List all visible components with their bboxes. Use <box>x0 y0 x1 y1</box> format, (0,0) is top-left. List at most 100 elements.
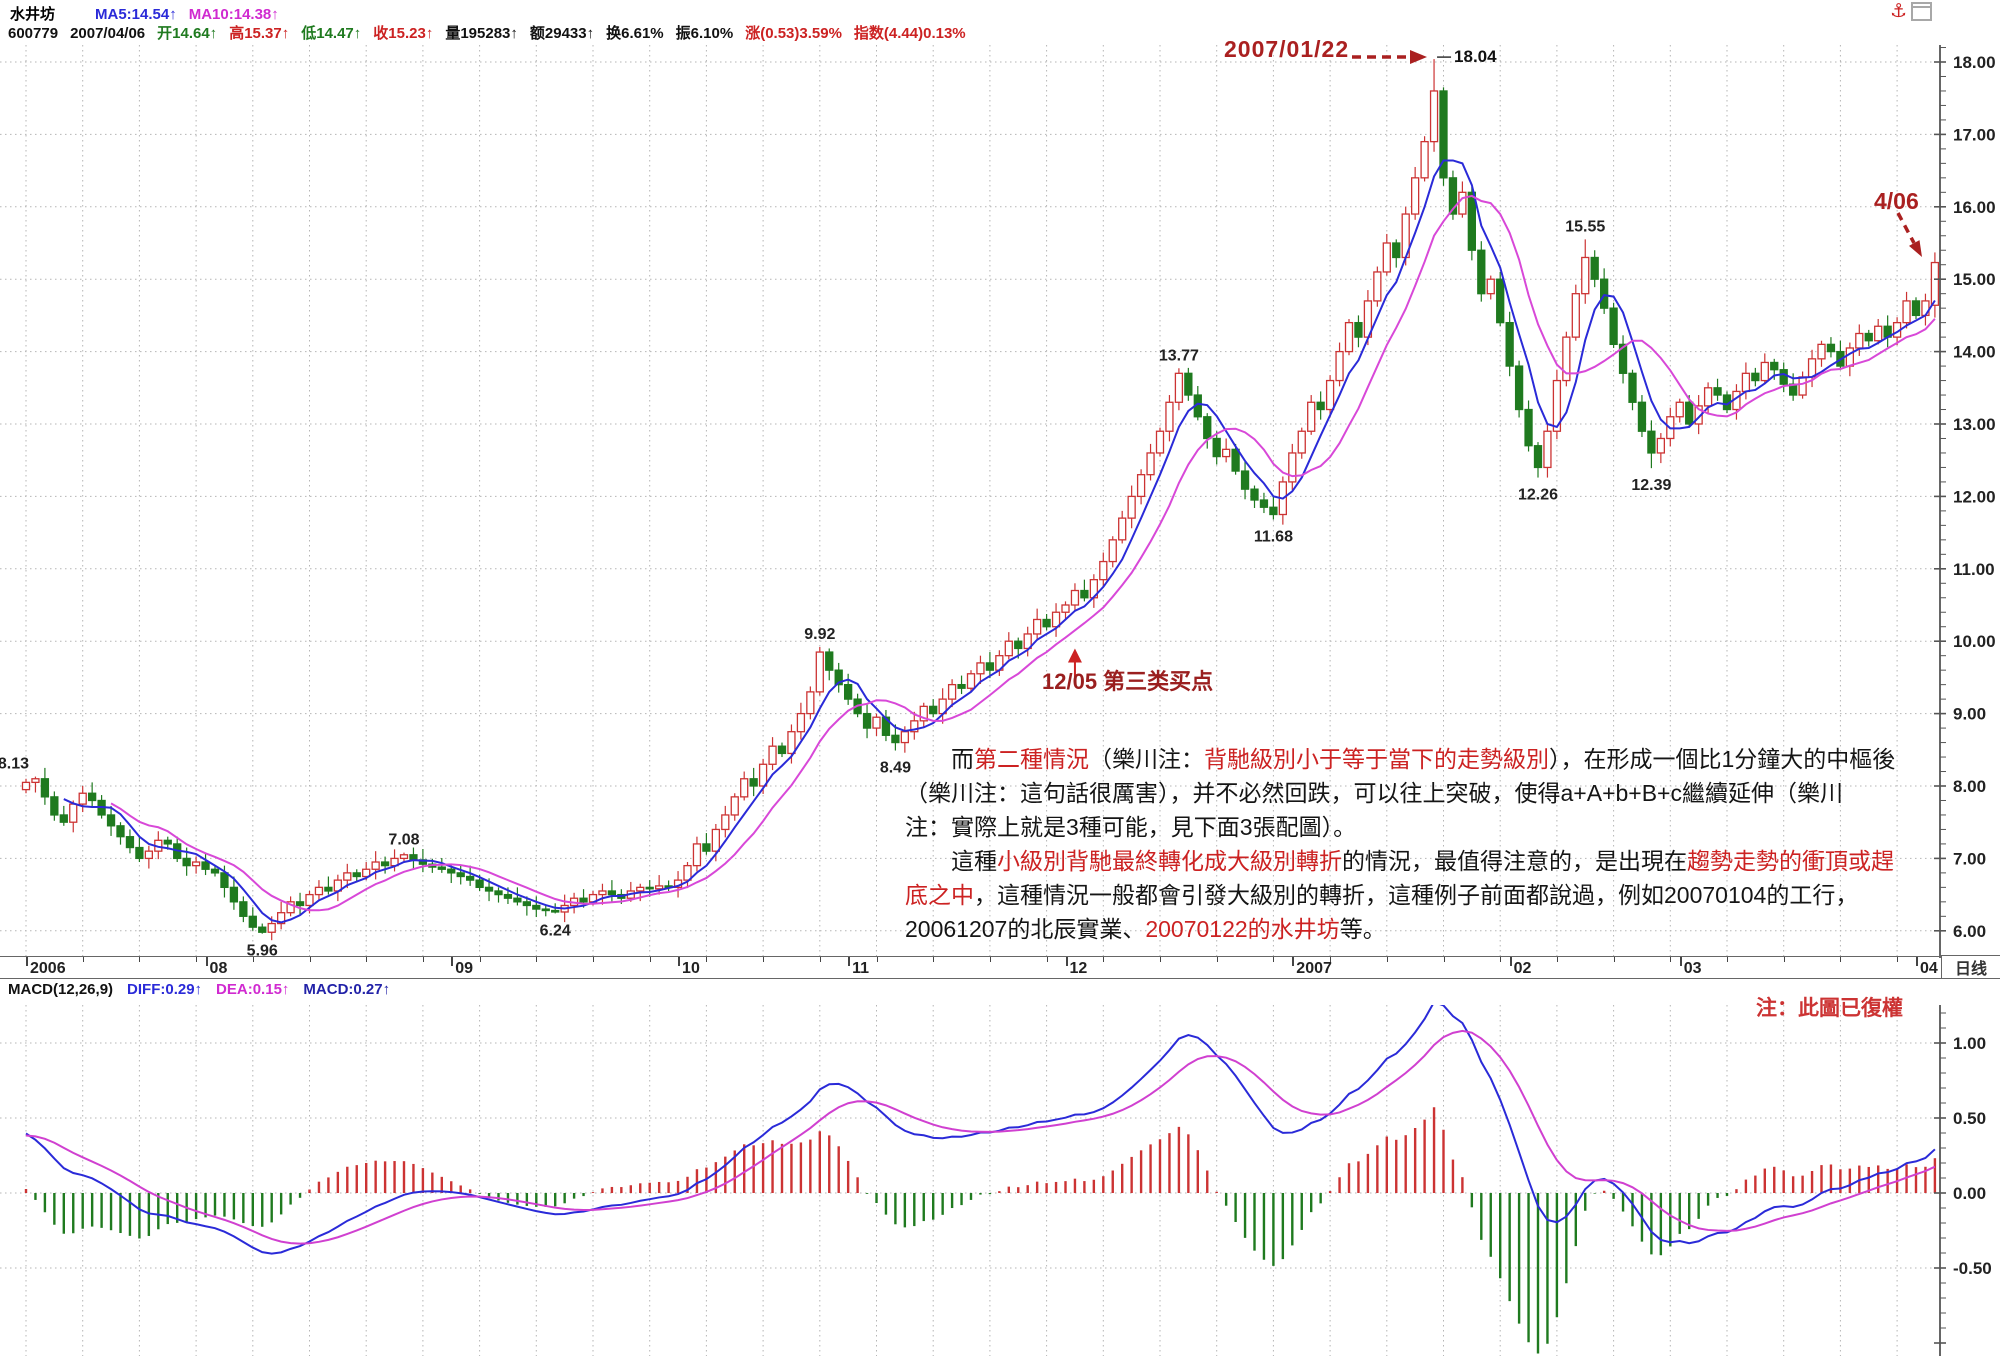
macd-chart: 1.00 0.50 0.00 -0.50 <box>0 1005 1992 1356</box>
candle-body <box>484 886 494 892</box>
header-field: 开14.64↑ <box>157 25 218 42</box>
price-label: 13.77 <box>1159 347 1199 364</box>
commentary-line: 而第二種情況（樂川注：背馳級別小于等于當下的走勢級別），在形成一個比1分鐘大的中… <box>905 742 1965 776</box>
candle-body <box>220 872 229 889</box>
x-minor-tick <box>763 957 765 962</box>
candle-body <box>1656 437 1665 454</box>
commentary-text: 而第二種情況（樂川注：背馳級別小于等于當下的走勢級別），在形成一個比1分鐘大的中… <box>905 742 1965 946</box>
price-axis-label: 15.00 <box>1953 270 1996 289</box>
candle-body <box>399 854 409 860</box>
header-field: MA5:14.54↑ <box>95 6 177 23</box>
candle-body <box>1240 470 1250 490</box>
candle-body <box>598 890 607 896</box>
candle-body <box>919 705 928 722</box>
x-minor-tick <box>1783 957 1785 962</box>
x-tick-label: 12 <box>1069 960 1088 977</box>
candle-body <box>862 712 872 729</box>
candle-body <box>1259 499 1269 508</box>
anchor-icon[interactable]: ⚓ <box>1890 1 1908 22</box>
candle-body <box>1675 401 1684 418</box>
candle-body <box>239 901 248 917</box>
candle-body <box>1212 437 1221 458</box>
candle-body <box>503 893 513 899</box>
macd-header-field: DEA:0.15↑ <box>216 981 290 998</box>
candle-body <box>806 691 815 715</box>
candle-body <box>1335 350 1344 382</box>
candle-body <box>891 734 900 744</box>
candle-body <box>777 745 787 755</box>
price-axis-label: 6.00 <box>1953 922 1986 941</box>
diff-line <box>25 1005 1936 1255</box>
x-minor-tick <box>82 957 84 962</box>
candle-body <box>1373 271 1382 302</box>
x-minor-tick <box>1216 957 1218 962</box>
x-tick-label: 04 <box>1920 960 1938 977</box>
candle-body <box>1543 430 1552 469</box>
x-minor-tick <box>1727 957 1728 962</box>
candle-body <box>1165 401 1174 432</box>
window-icon[interactable] <box>1911 2 1933 21</box>
commentary-segment: 底之中 <box>905 882 974 908</box>
candle-body <box>324 886 333 892</box>
candle-body <box>740 778 749 798</box>
candle-body <box>135 846 144 860</box>
macd-axis-label: -0.50 <box>1953 1259 1992 1278</box>
x-minor-tick <box>252 957 254 962</box>
x-minor-tick <box>1103 957 1105 962</box>
commentary-segment: 而 <box>951 746 974 772</box>
period-selector[interactable]: 日线 <box>1941 955 2000 979</box>
commentary-segment: ），在形成一個比1分鐘大的中樞後 <box>1549 746 1896 772</box>
ma5-line <box>63 159 1936 924</box>
price-label: 18.04 <box>1454 47 1497 66</box>
candle-body <box>1042 618 1051 628</box>
candle-body <box>1222 448 1231 458</box>
candle-body <box>144 850 154 860</box>
candle-body <box>69 803 78 823</box>
x-major-tick <box>1292 957 1295 966</box>
candle-body <box>78 792 87 805</box>
candle-body <box>1231 448 1240 472</box>
x-minor-tick <box>1273 957 1275 962</box>
candle-body <box>229 886 239 903</box>
price-axis-label: 18.00 <box>1953 53 1996 72</box>
peak-arrow-head <box>1410 50 1427 64</box>
candle-body <box>541 908 550 912</box>
candle-body <box>1467 191 1476 251</box>
x-major-tick <box>1509 957 1512 966</box>
candle-body <box>447 868 456 874</box>
x-minor-tick <box>196 957 198 962</box>
candle-body <box>267 922 276 933</box>
header-field: 高15.37↑ <box>229 25 290 42</box>
price-label: 9.92 <box>804 626 835 643</box>
x-tick-label: 09 <box>455 960 474 977</box>
candle-body <box>1136 474 1146 498</box>
candle-body <box>966 673 976 689</box>
candle-body <box>872 716 881 729</box>
x-minor-tick <box>479 957 481 962</box>
candle-body <box>314 886 324 896</box>
candle-body <box>371 861 380 870</box>
header-line-2: 600779 2007/04/06 开14.64↑ 高15.37↑ 低14.47↑ 收15… <box>8 22 978 43</box>
x-minor-tick <box>1556 957 1558 962</box>
candle-body <box>1685 401 1694 425</box>
header-field: 收15.23↑ <box>373 25 434 42</box>
commentary-segment: 等。 <box>1339 916 1386 942</box>
commentary-segment: ，這種情況一般都會引發大級別的轉折，這種例子前面都說過，例如20070104的工… <box>974 882 1859 908</box>
x-major-tick <box>1679 957 1682 966</box>
x-minor-tick <box>989 957 991 962</box>
price-label: 12.26 <box>1518 487 1558 504</box>
price-axis-label: 16.00 <box>1953 198 1996 217</box>
candle-body <box>1590 256 1599 280</box>
x-minor-tick <box>706 957 708 962</box>
x-major-tick <box>1916 957 1918 966</box>
candle-body <box>40 778 50 798</box>
header-field: 量195283↑ <box>445 25 518 42</box>
x-minor-tick <box>933 957 935 962</box>
candle-body <box>201 861 210 870</box>
candle-body <box>1533 445 1543 469</box>
candle-body <box>1826 343 1836 353</box>
candle-body <box>1552 379 1562 432</box>
x-tick-label: 10 <box>682 960 700 977</box>
candle-body <box>1250 488 1259 501</box>
